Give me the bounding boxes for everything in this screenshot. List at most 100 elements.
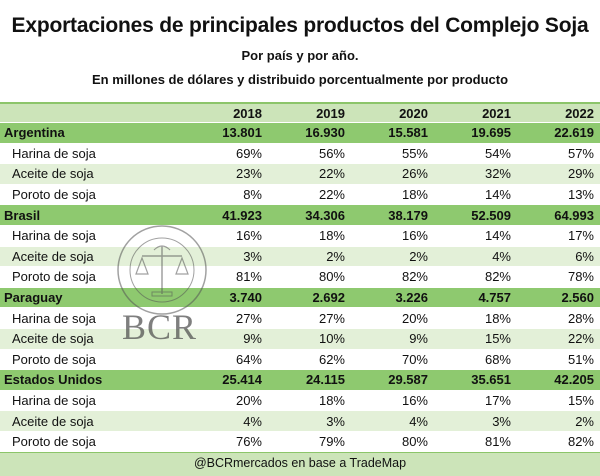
product-share: 3% [243,248,262,264]
country-total: 38.179 [388,207,428,223]
country-total: 3.226 [395,290,428,306]
product-row: Aceite de soja 9% 10% 9% 15% 22% [0,328,600,350]
product-share: 8% [243,187,262,203]
country-total: 52.509 [471,207,511,223]
product-name: Aceite de soja [12,413,94,429]
product-share: 29% [567,166,594,182]
table-header-row: 2018 2019 2020 2021 2022 [0,102,600,123]
product-share: 3% [326,413,345,429]
product-name: Harina de soja [12,228,96,244]
country-row: Argentina 13.801 16.930 15.581 19.695 22.619 [0,123,600,144]
product-share: 28% [567,310,594,326]
product-share: 81% [235,269,262,285]
product-share: 4% [492,248,511,264]
product-share: 56% [318,145,345,161]
product-name: Poroto de soja [12,351,96,367]
product-name: Aceite de soja [12,248,94,264]
product-name: Poroto de soja [12,434,96,450]
country-total: 35.651 [471,372,511,388]
country-total: 2.560 [561,290,594,306]
product-share: 78% [567,269,594,285]
country-total: 19.695 [471,125,511,141]
product-share: 16% [235,228,262,244]
product-row: Poroto de soja 64% 62% 70% 68% 51% [0,349,600,371]
bcr-seal-watermark [117,225,207,315]
product-row: Aceite de soja 3% 2% 2% 4% 6% [0,246,600,268]
country-row: Brasil 41.923 34.306 38.179 52.509 64.993 [0,205,600,226]
product-share: 55% [401,145,428,161]
product-share: 64% [235,351,262,367]
year-header: 2022 [565,105,594,121]
product-row: Aceite de soja 4% 3% 4% 3% 2% [0,411,600,432]
product-share: 20% [235,393,262,409]
country-total: 24.115 [305,372,345,388]
product-share: 4% [409,413,428,429]
product-share: 62% [318,351,345,367]
source-footer: @BCRmercados en base a TradeMap [193,456,407,470]
product-share: 70% [401,351,428,367]
product-share: 18% [318,393,345,409]
subtitle: Por país y por año. [241,48,359,63]
product-share: 82% [484,269,511,285]
product-share: 82% [567,434,594,450]
country-total: 13.801 [222,125,262,141]
product-share: 82% [401,269,428,285]
product-share: 18% [318,228,345,244]
product-share: 23% [235,166,262,182]
product-share: 22% [567,331,594,347]
product-name: Poroto de soja [12,187,96,203]
year-header: 2019 [316,105,345,121]
product-share: 13% [567,187,594,203]
product-share: 18% [484,310,511,326]
country-total: 41.923 [222,207,262,223]
product-name: Harina de soja [12,393,96,409]
country-total: 22.619 [554,125,594,141]
table-body: Argentina 13.801 16.930 15.581 19.695 22.619 H… [0,123,600,453]
product-share: 69% [235,145,262,161]
product-name: Poroto de soja [12,269,96,285]
country-total: 16.930 [305,125,345,141]
product-row: Harina de soja 16% 18% 16% 14% 17% [0,225,600,247]
product-share: 9% [243,331,262,347]
product-share: 79% [318,434,345,450]
year-header: 2020 [399,105,428,121]
product-row: Harina de soja 27% 27% 20% 18% 28% [0,308,600,329]
product-share: 3% [492,413,511,429]
product-share: 81% [484,434,511,450]
bcr-logo-text: BCR [122,307,198,347]
product-share: 18% [401,187,428,203]
product-share: 6% [575,248,594,264]
product-share: 51% [567,351,594,367]
product-share: 17% [484,393,511,409]
data-table: 2018 2019 2020 2021 2022 Argentina 13.801… [0,102,600,453]
product-name: Aceite de soja [12,166,94,182]
year-header: 2018 [233,105,262,121]
product-share: 15% [567,393,594,409]
subtitle-units: En millones de dólares y distribuido por… [91,72,509,87]
country-name: Estados Unidos [4,372,103,388]
country-total: 25.414 [222,372,262,388]
product-share: 14% [484,187,511,203]
country-total: 4.757 [478,290,511,306]
product-share: 27% [318,310,345,326]
product-row: Aceite de soja 23% 22% 26% 32% 29% [0,164,600,185]
country-total: 42.205 [554,372,594,388]
product-share: 80% [401,434,428,450]
product-share: 54% [484,145,511,161]
product-row: Harina de soja 20% 18% 16% 17% 15% [0,390,600,412]
country-total: 15.581 [388,125,428,141]
footer-bar [0,452,600,476]
product-name: Harina de soja [12,145,96,161]
year-header: 2021 [482,105,511,121]
product-row: Poroto de soja 81% 80% 82% 82% 78% [0,267,600,288]
country-row: Estados Unidos 25.414 24.115 29.587 35.651 42… [0,370,600,391]
product-share: 16% [401,393,428,409]
product-share: 80% [318,269,345,285]
country-name: Brasil [4,207,41,223]
product-share: 14% [484,228,511,244]
product-share: 20% [401,310,428,326]
product-share: 57% [567,145,594,161]
product-share: 32% [484,166,511,182]
product-share: 4% [243,413,262,429]
product-share: 16% [401,228,428,244]
